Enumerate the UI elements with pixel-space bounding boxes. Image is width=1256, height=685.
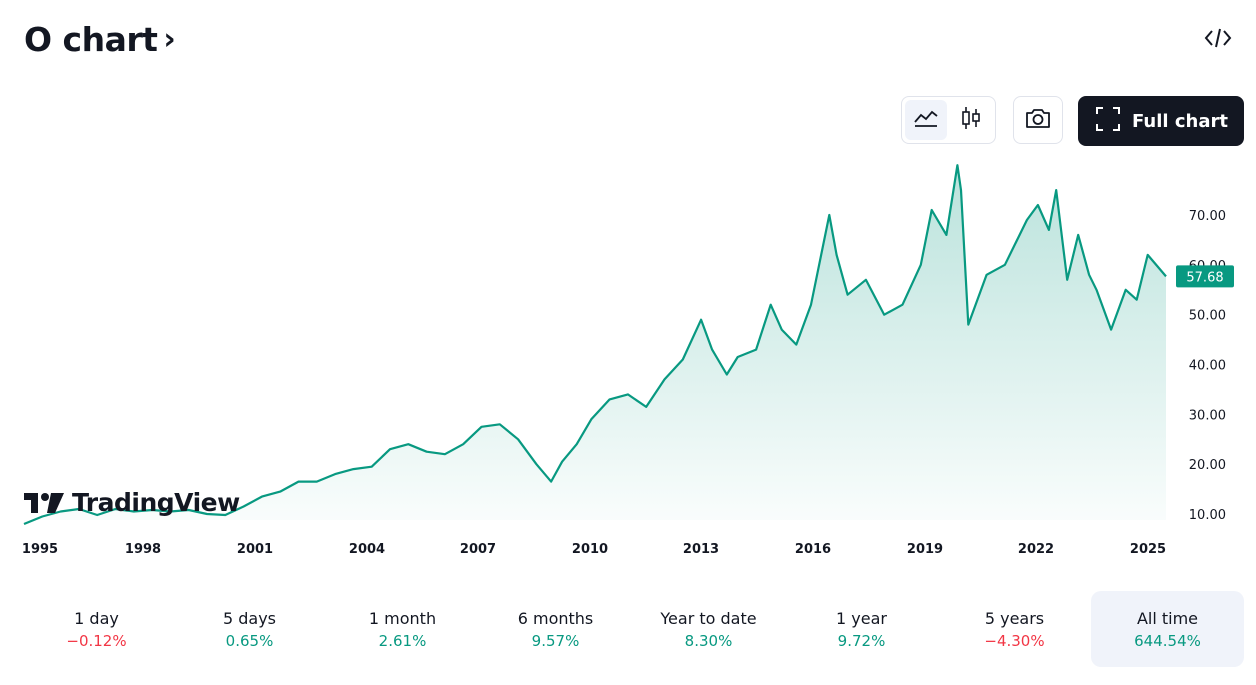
range-change: −0.12% bbox=[66, 631, 127, 650]
range-label: 1 month bbox=[368, 608, 437, 628]
y-tick-label: 40.00 bbox=[1189, 359, 1226, 374]
range-label: 1 year bbox=[836, 608, 887, 628]
x-tick-label: 2022 bbox=[1018, 542, 1054, 557]
tradingview-logo: TradingView bbox=[24, 488, 240, 517]
full-chart-label: Full chart bbox=[1132, 110, 1228, 132]
x-tick-label: 2010 bbox=[572, 542, 608, 557]
range-label: All time bbox=[1136, 608, 1199, 628]
range-change: 9.57% bbox=[531, 631, 580, 650]
x-tick-label: 1995 bbox=[22, 542, 58, 557]
price-area-fill bbox=[24, 165, 1166, 524]
price-badge-value: 57.68 bbox=[1186, 270, 1223, 285]
x-tick-label: 2025 bbox=[1130, 542, 1166, 557]
x-tick-label: 2007 bbox=[460, 542, 496, 557]
range-button[interactable]: 1 month 2.61% bbox=[326, 591, 479, 667]
y-tick-label: 10.00 bbox=[1189, 508, 1226, 523]
chart-type-toggle bbox=[901, 96, 996, 144]
chevron-right-icon: › bbox=[163, 22, 176, 57]
candlestick-chart-button[interactable] bbox=[951, 100, 993, 140]
y-tick-label: 50.00 bbox=[1189, 309, 1226, 324]
area-chart-button[interactable] bbox=[905, 100, 947, 140]
page-title[interactable]: O chart › bbox=[24, 20, 176, 59]
range-label: 6 months bbox=[517, 608, 594, 628]
range-button[interactable]: All time 644.54% bbox=[1091, 591, 1244, 667]
range-change: 644.54% bbox=[1134, 631, 1201, 650]
range-button[interactable]: Year to date 8.30% bbox=[632, 591, 785, 667]
range-label: 5 years bbox=[984, 608, 1045, 628]
range-button[interactable]: 1 year 9.72% bbox=[785, 591, 938, 667]
y-tick-label: 70.00 bbox=[1189, 209, 1226, 224]
tradingview-icon bbox=[24, 492, 64, 513]
range-change: 0.65% bbox=[225, 631, 274, 650]
range-button[interactable]: 5 years −4.30% bbox=[938, 591, 1091, 667]
x-tick-label: 2004 bbox=[349, 542, 385, 557]
candlestick-icon bbox=[959, 105, 983, 135]
last-price-badge: 57.68 bbox=[1176, 265, 1234, 288]
x-tick-label: 2019 bbox=[907, 542, 943, 557]
price-badge-bg bbox=[1176, 265, 1234, 288]
camera-icon bbox=[1024, 106, 1052, 134]
logo-text: TradingView bbox=[72, 488, 240, 517]
y-tick-label: 20.00 bbox=[1189, 458, 1226, 473]
code-embed-icon bbox=[1204, 26, 1232, 54]
range-button[interactable]: 5 days 0.65% bbox=[173, 591, 326, 667]
x-tick-label: 2001 bbox=[237, 542, 273, 557]
full-chart-button[interactable]: Full chart bbox=[1078, 96, 1244, 146]
range-button[interactable]: 1 day −0.12% bbox=[20, 591, 173, 667]
embed-code-button[interactable] bbox=[1200, 24, 1236, 56]
page-title-text: O chart bbox=[24, 20, 158, 59]
range-change: 2.61% bbox=[378, 631, 427, 650]
fullscreen-icon bbox=[1094, 105, 1122, 138]
x-tick-label: 1998 bbox=[125, 542, 161, 557]
area-chart-icon bbox=[912, 106, 940, 134]
x-axis: 1995 1998 2001 2004 2007 2010 2013 2016 2019 2022… bbox=[22, 542, 1166, 557]
y-tick-label: 30.00 bbox=[1189, 408, 1226, 423]
range-label: 5 days bbox=[222, 608, 277, 628]
snapshot-button[interactable] bbox=[1013, 96, 1063, 144]
range-change: 8.30% bbox=[684, 631, 733, 650]
x-tick-label: 2016 bbox=[795, 542, 831, 557]
range-label: 1 day bbox=[74, 608, 119, 628]
range-label: Year to date bbox=[660, 608, 757, 628]
range-change: −4.30% bbox=[984, 631, 1045, 650]
range-change: 9.72% bbox=[837, 631, 886, 650]
price-line bbox=[23, 164, 1167, 526]
x-tick-label: 2013 bbox=[683, 542, 719, 557]
range-button[interactable]: 6 months 9.57% bbox=[479, 591, 632, 667]
time-range-selector: 1 day −0.12% 5 days 0.65% 1 month 2.61% 6 mont… bbox=[20, 591, 1244, 667]
